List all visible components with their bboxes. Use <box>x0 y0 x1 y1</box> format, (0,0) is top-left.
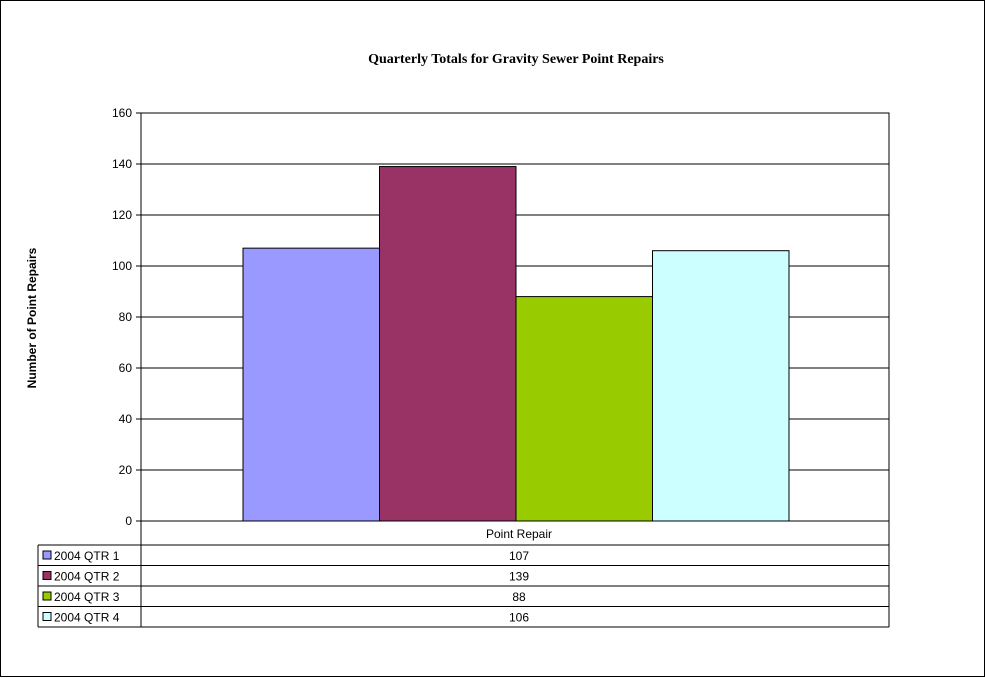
table-value-2: 139 <box>509 570 529 584</box>
legend-label-3: 2004 QTR 3 <box>54 590 120 604</box>
chart-title: Quarterly Totals for Gravity Sewer Point… <box>368 52 664 67</box>
legend-swatch-1 <box>42 550 52 560</box>
y-tick-label: 120 <box>112 208 132 222</box>
y-tick-label: 40 <box>119 412 133 426</box>
legend-label-4: 2004 QTR 4 <box>54 611 120 625</box>
y-tick-label: 0 <box>125 514 132 528</box>
y-tick-label: 100 <box>112 259 132 273</box>
bar-3 <box>515 296 653 522</box>
bars <box>242 166 790 522</box>
legend-swatch-4 <box>42 612 52 621</box>
category-label: Point Repair <box>486 527 552 541</box>
legend-label-1: 2004 QTR 1 <box>54 549 120 563</box>
axes: 0 20 40 60 80 100 120 140 160 <box>112 106 141 528</box>
legend-swatch-3 <box>42 591 52 601</box>
y-tick-label: 60 <box>119 361 133 375</box>
y-tick-label: 20 <box>119 463 133 477</box>
table-value-3: 88 <box>512 590 526 604</box>
legend-swatch-2 <box>42 571 52 580</box>
table-value-1: 107 <box>509 549 529 563</box>
y-axis-label: Number of Point Repairs <box>25 247 39 388</box>
y-tick-label: 80 <box>119 310 133 324</box>
y-tick-label: 160 <box>112 106 132 120</box>
bar-4 <box>652 250 790 522</box>
bar-2 <box>379 166 517 522</box>
data-table: Point Repair 2004 QTR 1 107 2004 QTR 2 139 20… <box>37 521 890 628</box>
y-tick-label: 140 <box>112 157 132 171</box>
bar-1 <box>242 247 380 522</box>
table-value-4: 106 <box>509 611 529 625</box>
legend-label-2: 2004 QTR 2 <box>54 570 120 584</box>
